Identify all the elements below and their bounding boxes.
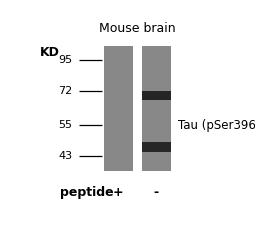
Bar [142,46,171,171]
Text: 95: 95 [59,54,73,64]
Text: peptide: peptide [60,186,113,199]
Text: +: + [113,186,124,199]
Text: 55: 55 [59,120,73,130]
Text: 72: 72 [58,86,73,96]
Bar [142,142,171,152]
Bar [142,91,171,100]
Text: KD: KD [40,46,60,59]
Bar [104,46,133,171]
Text: -: - [153,186,158,199]
Text: Mouse brain: Mouse brain [99,22,176,35]
Text: Tau (pSer396): Tau (pSer396) [178,119,256,133]
Text: 43: 43 [59,151,73,161]
